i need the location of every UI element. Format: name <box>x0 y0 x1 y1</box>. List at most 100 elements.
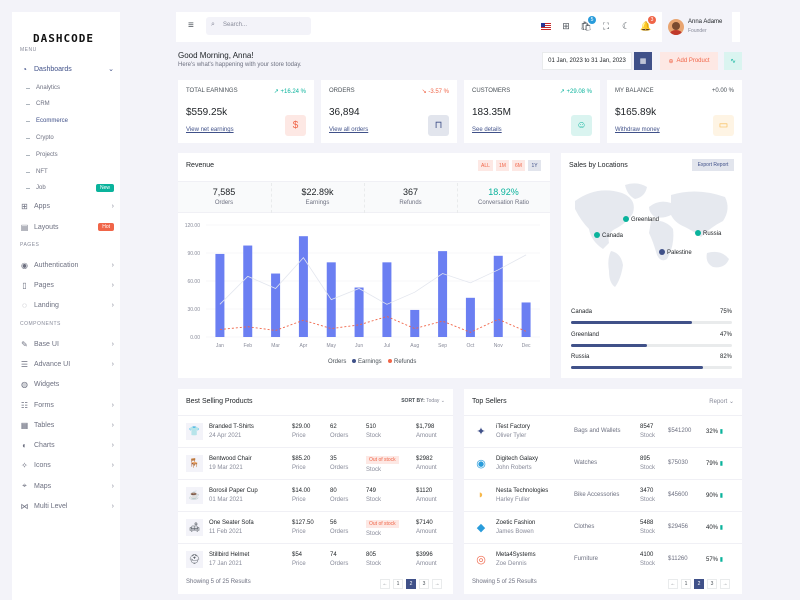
kpi-link[interactable]: Withdraw money <box>615 127 660 133</box>
table-row[interactable]: 🛋 One Seater Sofa 11 Feb 2021 $127.50 Pr… <box>178 511 453 543</box>
table-row[interactable]: ◗ Nesta Technologies Harley Fuller Bike … <box>464 479 742 511</box>
kpi-link[interactable]: View all orders <box>329 127 369 133</box>
date-range-picker[interactable]: 01 Jan, 2023 to 31 Jan, 2023 <box>542 52 632 70</box>
sidebar-sub-crm[interactable]: CRM <box>26 98 114 110</box>
earnings-bar[interactable] <box>382 262 392 337</box>
table-row[interactable]: ◆ Zoetic Fashion James Bowen Clothes 548… <box>464 511 742 543</box>
earnings-bar[interactable] <box>298 236 308 337</box>
sidebar-item-layouts[interactable]: ▤ Layouts Hot <box>20 220 114 234</box>
sidebar-item-authentication[interactable]: ◉ Authentication › <box>20 258 114 272</box>
sidebar-sub-crypto[interactable]: Crypto <box>26 132 114 144</box>
table-row[interactable]: ✦ iTest Factory Oliver Tyler Bags and Wa… <box>464 415 742 447</box>
product-name[interactable]: Stillbird Helmet <box>209 552 250 558</box>
table-row[interactable]: ◎ Meta4Systems Zoe Dennis Furniture 4100… <box>464 543 742 575</box>
pagination-page-2[interactable]: 2 <box>694 579 704 589</box>
pagination-page-3[interactable]: 3 <box>419 579 429 589</box>
earnings-bar[interactable] <box>271 273 281 337</box>
grid-apps-icon[interactable]: ⊞ <box>562 20 570 31</box>
earnings-bar[interactable] <box>493 255 503 337</box>
earnings-bar[interactable] <box>438 251 448 337</box>
compass-icon: ✧ <box>21 460 28 470</box>
seller-name[interactable]: Nesta Technologies <box>496 488 549 494</box>
product-amount: $2982 <box>416 456 433 462</box>
add-product-button[interactable]: ⊕ Add Product <box>660 52 718 70</box>
sidebar-sub-job[interactable]: Job New <box>26 182 114 194</box>
pagination-next[interactable]: → <box>720 579 730 589</box>
filter-all-button[interactable]: ALL <box>478 160 493 171</box>
seller-name[interactable]: iTest Factory <box>496 424 531 430</box>
sidebar-item-tables[interactable]: ▦ Tables › <box>20 418 114 432</box>
table-row[interactable]: 🪑 Bentwood Chair 19 Mar 2021 $85.20 Pric… <box>178 447 453 479</box>
sort-dropdown[interactable]: SORT BY: Today ⌄ <box>401 398 445 404</box>
sidebar-item-apps[interactable]: ⊞ Apps › <box>20 199 114 213</box>
sidebar-item-forms[interactable]: ☷ Forms › <box>20 398 114 412</box>
kpi-label: CUSTOMERS <box>472 88 511 94</box>
fullscreen-icon[interactable]: ⛶ <box>602 20 610 31</box>
table-row[interactable]: ⛑ Stillbird Helmet 17 Jan 2021 $54 Price… <box>178 543 453 575</box>
activity-button[interactable]: ∿ <box>724 52 742 70</box>
seller-name[interactable]: Zoetic Fashion <box>496 520 536 526</box>
us-flag-icon[interactable] <box>540 20 552 32</box>
sidebar-item-landing[interactable]: ◌ Landing › <box>20 298 114 312</box>
column-label: Stock <box>366 433 382 439</box>
pagination-prev[interactable]: ← <box>380 579 390 589</box>
sidebar-item-base-ui[interactable]: ✎ Base UI › <box>20 337 114 351</box>
table-row[interactable]: ◉ Digitech Galaxy John Roberts Watches 8… <box>464 447 742 479</box>
table-row[interactable]: 👕 Branded T-Shirts 24 Apr 2021 $29.00 Pr… <box>178 415 453 447</box>
earnings-bar[interactable] <box>521 302 531 337</box>
pagination-page-2[interactable]: 2 <box>406 579 416 589</box>
export-report-button[interactable]: Export Report <box>692 159 734 171</box>
filter-1y-button[interactable]: 1Y <box>528 160 541 171</box>
seller-name[interactable]: Meta4Systems <box>496 552 536 558</box>
sidebar-item-pages[interactable]: ▯ Pages › <box>20 278 114 292</box>
sidebar-item-widgets[interactable]: ◍ Widgets <box>20 377 114 391</box>
earnings-bar[interactable] <box>215 253 225 337</box>
filter-1m-button[interactable]: 1M <box>496 160 509 171</box>
cart-icon[interactable]: 🛍 5 <box>580 16 596 32</box>
earnings-bar[interactable] <box>465 297 475 337</box>
legend-refunds[interactable]: Refunds <box>394 359 416 365</box>
product-name[interactable]: Bentwood Chair <box>209 456 252 462</box>
moon-icon[interactable]: ☾ <box>621 20 631 31</box>
pagination-page-1[interactable]: 1 <box>681 579 691 589</box>
sidebar-sub-nft[interactable]: NFT <box>26 166 114 178</box>
product-orders: 62 <box>330 424 337 430</box>
legend-earnings[interactable]: Earnings <box>358 359 382 365</box>
pagination-prev[interactable]: ← <box>668 579 678 589</box>
kpi-link[interactable]: View net earnings <box>186 127 234 133</box>
out-of-stock-badge: Out of stock <box>366 456 399 464</box>
user-menu[interactable]: Anna Adame Founder <box>662 12 732 42</box>
sidebar-sub-projects[interactable]: Projects <box>26 149 114 161</box>
map-pin-icon: ⌖ <box>22 481 27 490</box>
sidebar-item-multi-level[interactable]: ⋈ Multi Level › <box>20 499 115 513</box>
pagination-page-3[interactable]: 3 <box>707 579 717 589</box>
x-tick-label: Sep <box>438 343 447 349</box>
kpi-link[interactable]: See details <box>472 127 502 133</box>
bell-icon[interactable]: 🔔 3 <box>640 16 656 32</box>
sidebar-item-icons[interactable]: ✧ Icons › <box>20 458 114 472</box>
table-row[interactable]: ☕ Borosil Paper Cup 01 Mar 2021 $14.00 P… <box>178 479 453 511</box>
sidebar-item-maps[interactable]: ⌖ Maps › <box>20 479 114 493</box>
legend-orders[interactable]: Orders <box>328 359 346 365</box>
earnings-bar[interactable] <box>243 245 253 337</box>
sidebar-sub-analytics[interactable]: Analytics <box>26 82 114 94</box>
sidebar-item-dashboards[interactable]: ◔ Dashboards ⌄ <box>20 62 114 76</box>
earnings-bar[interactable] <box>410 309 420 337</box>
app-logo[interactable]: DASHCODE <box>33 32 94 45</box>
sidebar-item-charts[interactable]: ◐ Charts › <box>20 438 114 452</box>
pagination-page-1[interactable]: 1 <box>393 579 403 589</box>
sidebar-sub-ecommerce[interactable]: Ecommerce <box>26 115 114 127</box>
filter-6m-button[interactable]: 6M <box>512 160 525 171</box>
report-dropdown[interactable]: Report ⌄ <box>709 398 734 405</box>
calendar-button[interactable]: ▦ <box>634 52 652 70</box>
search-input[interactable]: ⌕ Search... <box>206 17 311 35</box>
product-name[interactable]: Borosil Paper Cup <box>209 488 258 494</box>
sidebar-item-advance-ui[interactable]: ☰ Advance UI › <box>20 357 114 371</box>
product-name[interactable]: One Seater Sofa <box>209 520 254 526</box>
seller-name[interactable]: Digitech Galaxy <box>496 456 539 462</box>
product-name[interactable]: Branded T-Shirts <box>209 424 254 430</box>
bar-chart-icon: ▮ <box>719 429 723 435</box>
hamburger-icon[interactable]: ≡ <box>188 20 194 31</box>
pagination-next[interactable]: → <box>432 579 442 589</box>
earnings-bar[interactable] <box>354 287 364 337</box>
